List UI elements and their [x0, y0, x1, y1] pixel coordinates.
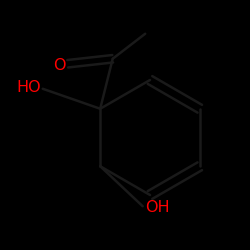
Text: OH: OH [145, 200, 170, 215]
Text: HO: HO [17, 80, 42, 95]
Text: O: O [53, 58, 65, 72]
